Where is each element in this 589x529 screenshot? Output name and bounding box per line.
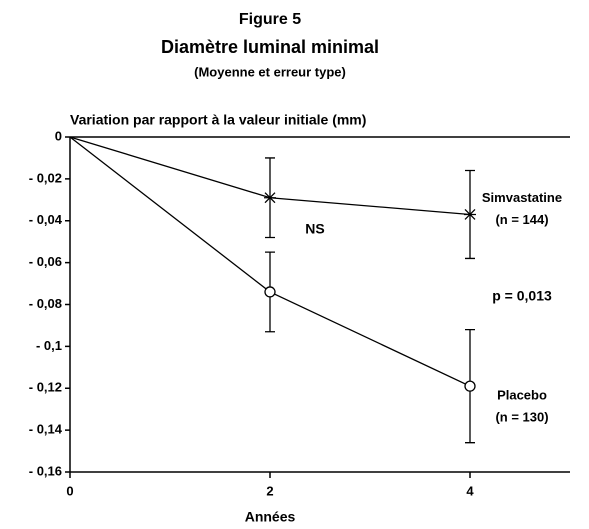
y-axis-label: Variation par rapport à la valeur initia… <box>70 112 366 128</box>
annotation: NS <box>305 221 324 237</box>
y-tick-label: 0 <box>55 128 62 143</box>
series-label: Placebo <box>497 388 547 403</box>
x-tick-label: 2 <box>266 483 273 498</box>
y-tick-label: - 0,12 <box>29 380 62 395</box>
series-label: (n = 144) <box>495 212 548 227</box>
y-tick-label: - 0,14 <box>29 422 63 437</box>
y-tick-label: - 0,06 <box>29 254 62 269</box>
x-axis-label: Années <box>245 509 296 525</box>
y-tick-label: - 0,1 <box>36 338 62 353</box>
x-tick-label: 0 <box>66 483 73 498</box>
chart-subtitle: Diamètre luminal minimal <box>161 37 379 57</box>
chart-subtitle: (Moyenne et erreur type) <box>194 64 346 79</box>
y-tick-label: - 0,16 <box>29 463 62 478</box>
y-tick-label: - 0,02 <box>29 170 62 185</box>
x-tick-label: 4 <box>466 483 474 498</box>
marker <box>264 192 276 204</box>
y-tick-label: - 0,04 <box>29 212 63 227</box>
series-label: Simvastatine <box>482 190 562 205</box>
annotation: p = 0,013 <box>492 288 552 304</box>
marker <box>264 286 276 298</box>
series-label: (n = 130) <box>495 410 548 425</box>
chart-title: Figure 5 <box>239 11 301 28</box>
marker <box>464 209 476 220</box>
marker <box>464 380 476 392</box>
y-tick-label: - 0,08 <box>29 296 62 311</box>
